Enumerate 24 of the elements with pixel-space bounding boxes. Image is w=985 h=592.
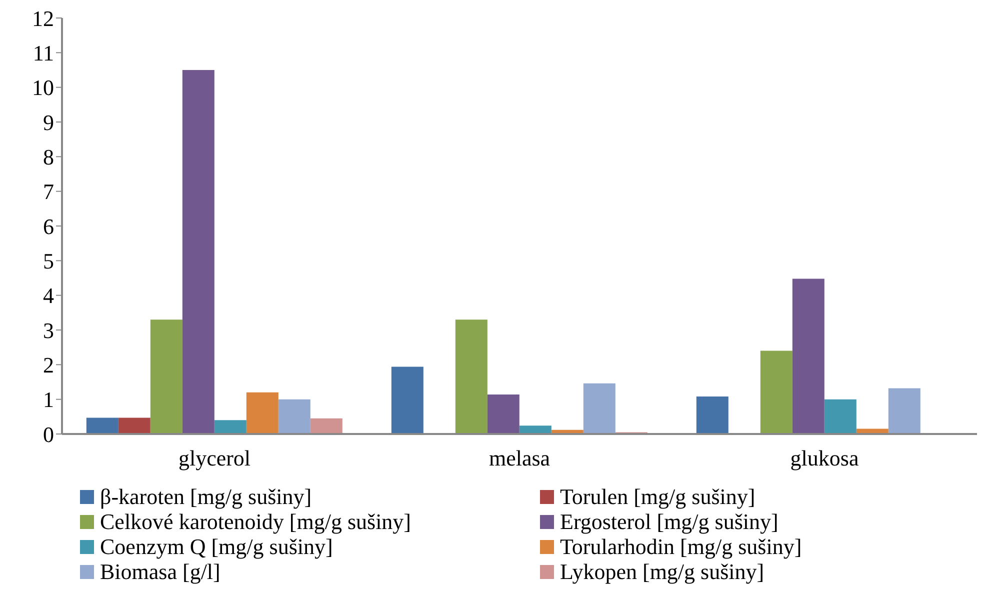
- y-tick-label: 5: [43, 248, 54, 274]
- y-tick-label: 2: [43, 352, 54, 378]
- y-tick-label: 6: [43, 214, 54, 239]
- legend-label: Biomasa [g/l]: [100, 559, 220, 584]
- y-tick-label: 11: [32, 40, 54, 66]
- legend-label: Lykopen [mg/g sušiny]: [560, 559, 764, 584]
- y-tick-label: 3: [43, 318, 54, 343]
- legend-label: Ergosterol [mg/g sušiny]: [560, 509, 778, 534]
- legend-label: Torularhodin [mg/g sušiny]: [560, 534, 802, 559]
- x-tick-label: melasa: [488, 446, 550, 471]
- y-tick-label: 10: [32, 75, 54, 100]
- x-tick-label: glukosa: [790, 446, 859, 471]
- legend-label: Torulen [mg/g sušiny]: [560, 484, 756, 509]
- legend-label: Celkové karotenoidy [mg/g sušiny]: [100, 509, 412, 534]
- y-tick-label: 12: [32, 6, 54, 31]
- y-tick-label: 7: [43, 179, 54, 204]
- y-tick-label: 9: [43, 110, 54, 135]
- y-tick-label: 0: [43, 422, 54, 447]
- x-tick-label: glycerol: [178, 446, 251, 471]
- legend-label: β-karoten [mg/g sušiny]: [100, 484, 312, 509]
- legend-label: Coenzym Q [mg/g sušiny]: [100, 534, 333, 559]
- y-tick-label: 8: [43, 144, 54, 170]
- y-tick-label: 1: [43, 387, 54, 412]
- y-tick-label: 4: [43, 283, 54, 308]
